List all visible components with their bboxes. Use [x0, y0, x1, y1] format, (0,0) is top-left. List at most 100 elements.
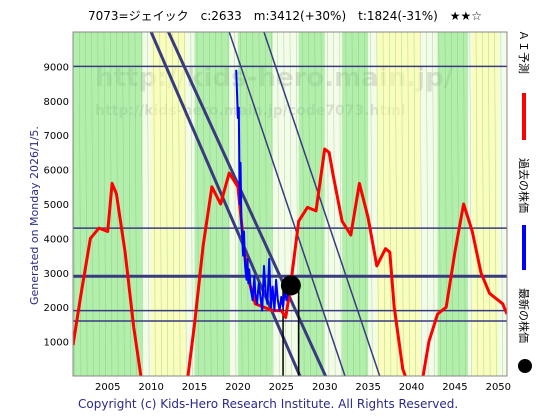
band-hatch-43	[339, 32, 342, 376]
y-tick-label: 3000	[44, 269, 69, 280]
x-tick-label: 2020	[225, 382, 250, 393]
legend-label-past: 過去の株価	[517, 158, 531, 213]
x-tick-label: 2005	[95, 382, 120, 393]
y-tick-label: 2000	[44, 303, 69, 314]
band-hatch-64	[469, 32, 472, 376]
band-hatch-53	[401, 32, 404, 376]
band-hatch-37	[302, 32, 305, 376]
x-tick-label: 2045	[442, 382, 467, 393]
x-tick-label: 2050	[486, 382, 511, 393]
band-hatch-14	[159, 32, 162, 376]
band-hatch-58	[432, 32, 435, 376]
band-hatch-50	[382, 32, 385, 376]
band-hatch-24	[221, 32, 224, 376]
band-6	[151, 32, 186, 376]
y-tick-label: 8000	[44, 97, 69, 108]
band-hatch-11	[140, 32, 144, 376]
band-hatch-69	[500, 32, 503, 376]
band-hatch-32	[271, 32, 274, 376]
band-hatch-35	[289, 32, 292, 376]
band-hatch-23	[215, 32, 218, 376]
x-tick-label: 2035	[355, 382, 380, 393]
legend-label-ai: ＡＩ予測	[517, 30, 531, 74]
band-hatch-26	[233, 32, 237, 376]
band-hatch-38	[308, 32, 311, 376]
band-hatch-65	[475, 32, 478, 376]
band-hatch-1	[78, 32, 82, 376]
band-hatch-45	[351, 32, 354, 376]
band-hatch-29	[252, 32, 255, 376]
prediction-bands	[73, 32, 503, 376]
x-tick-label: 2025	[269, 382, 294, 393]
band-hatch-33	[277, 32, 280, 376]
y-tick-label: 7000	[44, 131, 69, 142]
x-tick-label: 2015	[182, 382, 207, 393]
copyright: Copyright (c) Kids-Hero Research Institu…	[78, 397, 458, 411]
band-hatch-36	[295, 32, 299, 376]
band-hatch-56	[419, 32, 423, 376]
plot-frame	[72, 31, 508, 377]
trend-line-3	[263, 32, 381, 376]
band-hatch-62	[457, 32, 460, 376]
band-hatch-30	[258, 32, 261, 376]
band-hatch-3	[91, 32, 94, 376]
trend-line-0	[167, 32, 328, 376]
past-price-line	[235, 69, 291, 312]
band-hatch-48	[370, 32, 373, 376]
band-hatch-20	[196, 32, 199, 376]
band-hatch-13	[153, 32, 156, 376]
x-tick-label: 2040	[399, 382, 424, 393]
band-2	[237, 32, 273, 376]
ai-forecast-line	[73, 147, 507, 376]
band-hatch-55	[413, 32, 416, 376]
band-hatch-49	[376, 32, 379, 376]
band-hatch-31	[264, 32, 268, 376]
series-lines	[73, 69, 507, 376]
reference-lines	[73, 32, 507, 376]
axis-ticks: 2005 2010 2015 2020 2025 2030 2035 2040 2045 2050…	[44, 62, 511, 393]
x-tick-label: 2010	[138, 382, 163, 393]
y-tick-label: 1000	[44, 338, 69, 349]
band-hatch-66	[481, 32, 485, 376]
band-hatch-25	[227, 32, 230, 376]
band-hatch-60	[444, 32, 447, 376]
band-hatch-12	[147, 32, 150, 376]
band-hatch-2	[85, 32, 88, 376]
band-hatch-67	[488, 32, 491, 376]
y-tick-label: 9000	[44, 62, 69, 73]
band-hatch-51	[388, 32, 392, 376]
band-hatch-44	[345, 32, 348, 376]
band-hatch-61	[450, 32, 454, 376]
latest-price-marker	[280, 275, 301, 296]
y-tick-label: 5000	[44, 200, 69, 211]
band-hatch-18	[184, 32, 187, 376]
band-hatch-5	[103, 32, 106, 376]
band-hatch-41	[326, 32, 330, 376]
x-tick-label: 2030	[312, 382, 337, 393]
legend-label-latest: 最新の株価	[517, 288, 531, 343]
band-hatch-4	[97, 32, 100, 376]
chart-title: 7073=ジェイック c:2633 m:3412(+30%) t:1824(-3…	[88, 9, 482, 23]
band-hatch-59	[438, 32, 441, 376]
band-hatch-9	[128, 32, 131, 376]
trend-line-2	[228, 32, 346, 376]
band-hatch-42	[333, 32, 336, 376]
band-hatch-8	[122, 32, 125, 376]
band-hatch-68	[494, 32, 497, 376]
band-hatch-21	[202, 32, 206, 376]
band-hatch-16	[171, 32, 175, 376]
band-hatch-15	[165, 32, 168, 376]
y-tick-label: 4000	[44, 234, 69, 245]
legend-swatch-latest	[518, 359, 532, 373]
trend-line-1	[149, 32, 302, 376]
legend: ＡＩ予測 過去の株価 最新の株価	[517, 30, 532, 373]
band-hatch-17	[178, 32, 181, 376]
band-hatch-19	[190, 32, 193, 376]
band-hatch-57	[426, 32, 429, 376]
band-hatch-54	[407, 32, 410, 376]
band-0	[73, 32, 143, 376]
y-tick-label: 6000	[44, 166, 69, 177]
generated-date: Generated on Monday 2026/1/5.	[28, 126, 41, 305]
band-hatch-10	[134, 32, 137, 376]
